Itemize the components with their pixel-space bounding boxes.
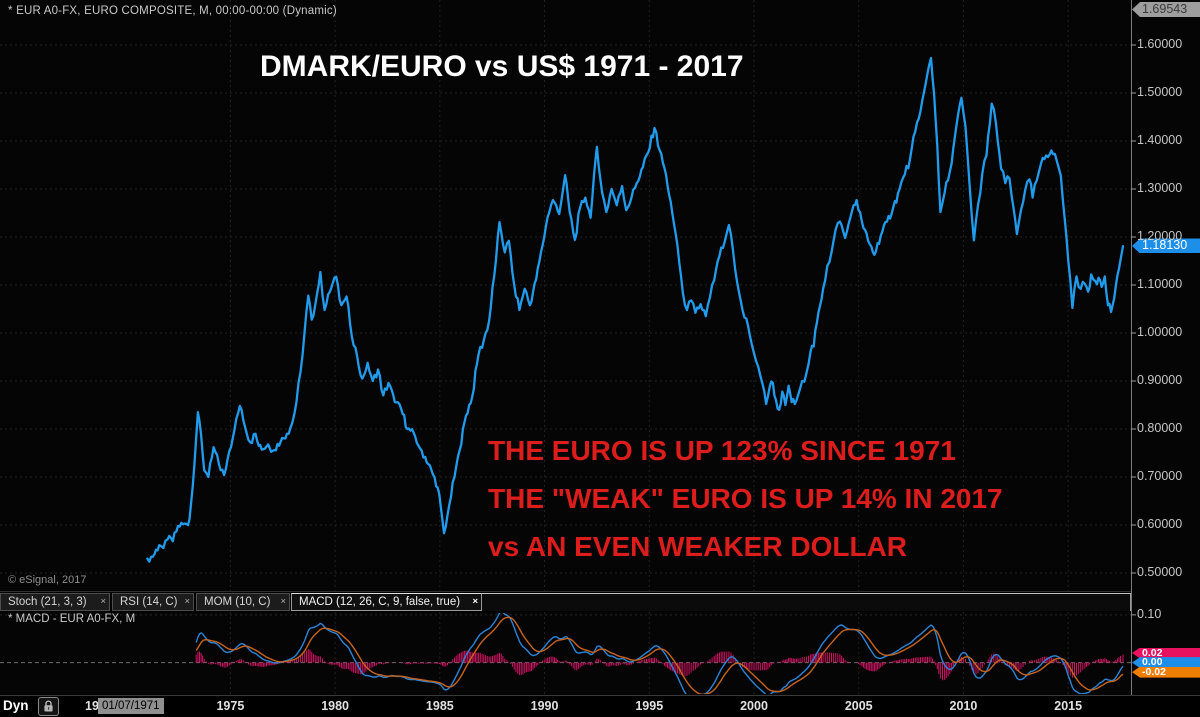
x-axis-label: 1990 (530, 699, 559, 713)
annotation-text: THE EURO IS UP 123% SINCE 1971 THE "WEAK… (488, 427, 1003, 571)
tab-close-icon[interactable]: × (280, 596, 286, 607)
tab-stochastic[interactable]: Stoch (21, 3, 3) × (0, 593, 110, 611)
y-axis-label: 1.40000 (1137, 133, 1183, 147)
y-axis-label: 0.50000 (1137, 565, 1183, 579)
macd-histogram (195, 649, 1124, 681)
x-axis-label: 2005 (844, 699, 873, 713)
macd-signal-value-badge: -0.02 (1132, 666, 1200, 678)
tab-close-icon[interactable]: × (100, 596, 106, 607)
macd-line (195, 613, 1124, 694)
y-axis-label: 0.70000 (1137, 469, 1183, 483)
tab-close-icon[interactable]: × (472, 596, 478, 607)
x-axis-label: 1975 (216, 699, 245, 713)
last-price-badge: 1.18130 (1132, 238, 1200, 254)
alltime-high-badge: 1.69543 (1132, 2, 1200, 17)
y-axis-label: 1.50000 (1137, 85, 1183, 99)
tab-close-icon[interactable]: × (184, 596, 190, 607)
lock-button[interactable] (38, 697, 59, 716)
macd-signal-line (195, 616, 1124, 694)
x-axis-label: 1985 (425, 699, 454, 713)
tab-label: MOM (10, C) (204, 596, 271, 608)
y-axis-label: 0.90000 (1137, 373, 1183, 387)
dyn-button[interactable]: Dyn (3, 698, 29, 713)
macd-y-axis-label: 0.10 (1137, 606, 1162, 621)
y-axis-label: 1.00000 (1137, 325, 1183, 339)
symbol-header: * EUR A0-FX, EURO COMPOSITE, M, 00:00-00… (8, 5, 337, 17)
macd-line-value-badge: 0.00 (1132, 657, 1200, 669)
annotation-line-3: vs AN EVEN WEAKER DOLLAR (488, 531, 908, 562)
y-axis-label: 1.60000 (1137, 37, 1183, 51)
tab-label: RSI (14, C) (120, 596, 178, 608)
macd-grid (0, 612, 1131, 695)
tab-rsi[interactable]: RSI (14, C) × (112, 593, 194, 611)
macd-panel-header: * MACD - EUR A0-FX, M (8, 613, 136, 625)
x-axis-label: 2010 (949, 699, 978, 713)
x-axis-label: 2000 (740, 699, 768, 713)
annotation-line-2: THE "WEAK" EURO IS UP 14% IN 2017 (488, 483, 1003, 514)
time-axis-bar: Dyn 19 01/07/1971 (0, 695, 1200, 717)
indicator-tab-bar: Stoch (21, 3, 3) × RSI (14, C) × MOM (10… (0, 592, 1131, 612)
first-bar-date-box: 01/07/1971 (98, 698, 164, 714)
macd-hist-value-badge: 0.02 (1132, 647, 1200, 659)
x-axis-label: 1980 (321, 699, 350, 713)
esignal-copyright: © eSignal, 2017 (8, 574, 87, 586)
chart-title: DMARK/EURO vs US$ 1971 - 2017 (260, 50, 744, 83)
axis-ticks (0, 0, 1136, 699)
annotation-line-1: THE EURO IS UP 123% SINCE 1971 (488, 435, 956, 466)
tab-label: MACD (12, 26, C, 9, false, true) (299, 596, 461, 608)
tab-momentum[interactable]: MOM (10, C) × (196, 593, 290, 611)
y-axis-label: 0.60000 (1137, 517, 1183, 531)
tab-bar-filler (482, 593, 1131, 611)
y-axis-label: 0.80000 (1137, 421, 1183, 435)
x-axis-label: 1995 (635, 699, 664, 713)
y-axis-label: 1.20000 (1137, 229, 1183, 243)
x-axis-label: 2015 (1054, 699, 1083, 713)
y-axis-label: 1.10000 (1137, 277, 1183, 291)
y-axis-label: 1.30000 (1137, 181, 1183, 195)
main-grid (0, 0, 1131, 591)
tab-label: Stoch (21, 3, 3) (8, 596, 87, 608)
clipped-year-label: 19 (85, 699, 99, 713)
price-line (146, 56, 1125, 563)
tab-macd[interactable]: MACD (12, 26, C, 9, false, true) × (291, 593, 482, 611)
padlock-icon (44, 700, 53, 712)
